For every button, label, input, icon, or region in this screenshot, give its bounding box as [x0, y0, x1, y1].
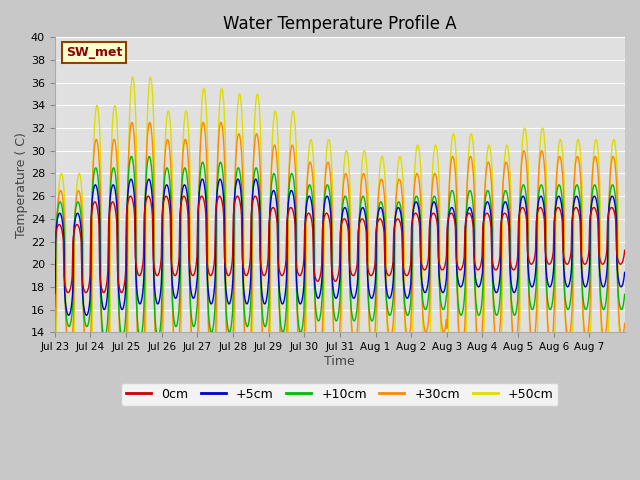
Legend: 0cm, +5cm, +10cm, +30cm, +50cm: 0cm, +5cm, +10cm, +30cm, +50cm	[122, 383, 558, 406]
X-axis label: Time: Time	[324, 355, 355, 368]
Text: SW_met: SW_met	[66, 46, 122, 59]
Y-axis label: Temperature ( C): Temperature ( C)	[15, 132, 28, 238]
Title: Water Temperature Profile A: Water Temperature Profile A	[223, 15, 457, 33]
